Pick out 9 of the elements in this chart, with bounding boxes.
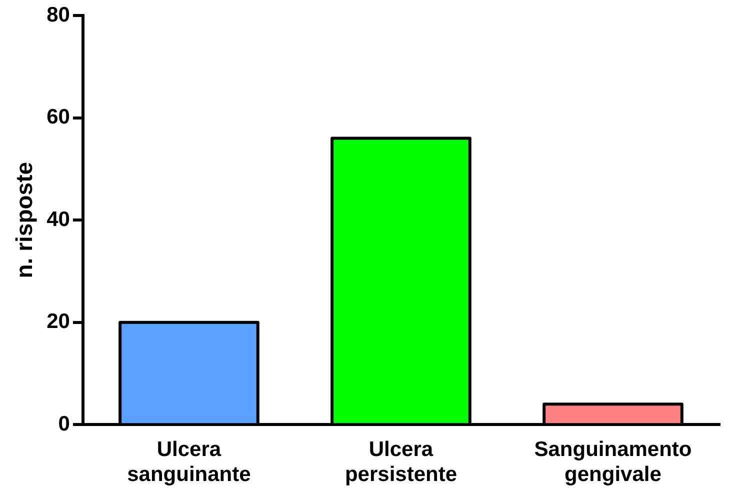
- x-tick-label: Sanguinamento gengivale: [534, 438, 692, 486]
- y-tick-label: 40: [46, 208, 70, 231]
- y-tick-label: 20: [46, 310, 70, 334]
- x-tick-label: Ulcera sanguinante: [127, 438, 251, 486]
- x-tick-label: Ulcera persistente: [344, 438, 458, 486]
- y-axis-title: n. risposte: [11, 162, 38, 278]
- y-tick-label: 0: [58, 412, 70, 436]
- y-tick-label: 80: [46, 3, 70, 26]
- y-tick-label: 60: [46, 106, 70, 129]
